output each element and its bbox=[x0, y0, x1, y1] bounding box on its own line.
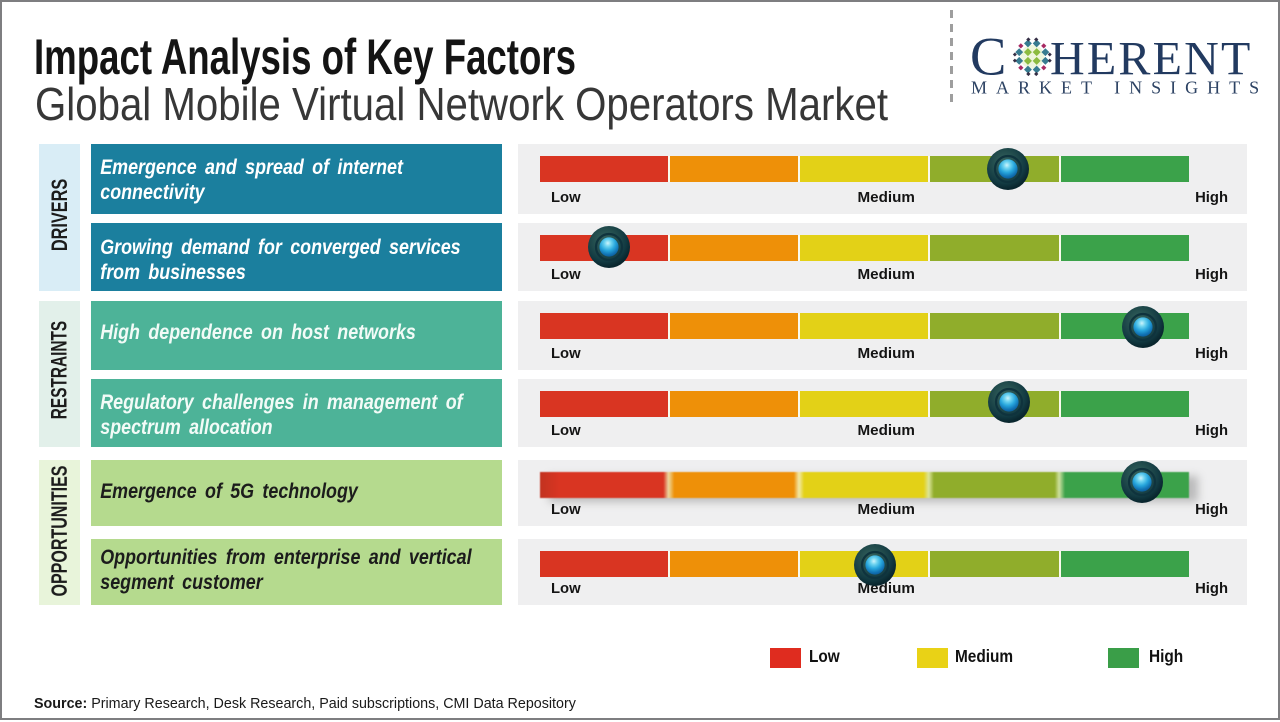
svg-text:HERENT: HERENT bbox=[1050, 33, 1253, 86]
svg-text:MARKET INSIGHTS: MARKET INSIGHTS bbox=[971, 78, 1268, 98]
svg-text:C: C bbox=[970, 26, 1006, 87]
